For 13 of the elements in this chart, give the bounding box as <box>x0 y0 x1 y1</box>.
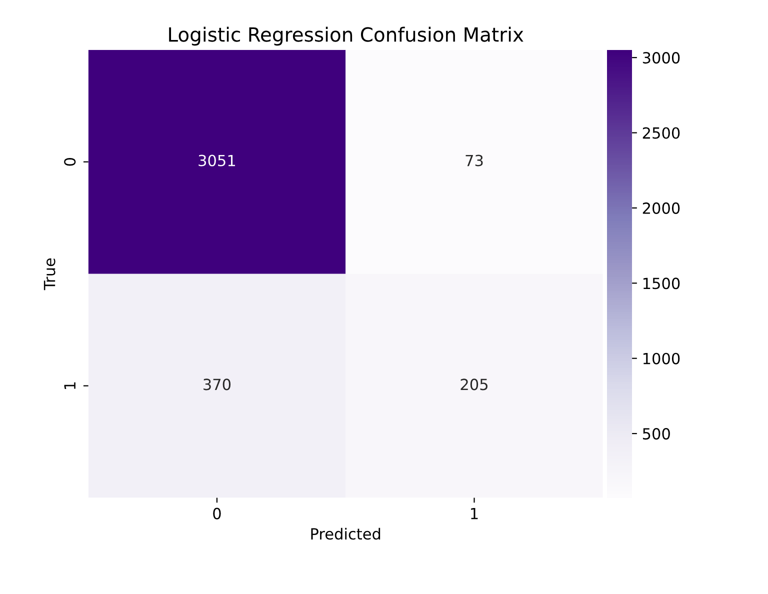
data-label: 205 <box>460 378 488 390</box>
color-bar-label: 1500 <box>643 278 680 290</box>
data-label: 370 <box>204 378 231 390</box>
chart-title: Logistic Regression Confusion Matrix <box>169 26 524 46</box>
color-bar-label: 1000 <box>643 352 680 364</box>
data-label: 73 <box>466 154 483 166</box>
color-bar-label: 500 <box>642 428 670 440</box>
x-axis-title: Predicted <box>311 528 380 540</box>
data-label: 3051 <box>198 154 235 166</box>
color-bar-label: 2500 <box>642 127 680 139</box>
color-bar-label: 3000 <box>642 52 680 64</box>
y-axis-title: True <box>44 258 56 290</box>
color-bar-label: 2000 <box>642 202 680 214</box>
